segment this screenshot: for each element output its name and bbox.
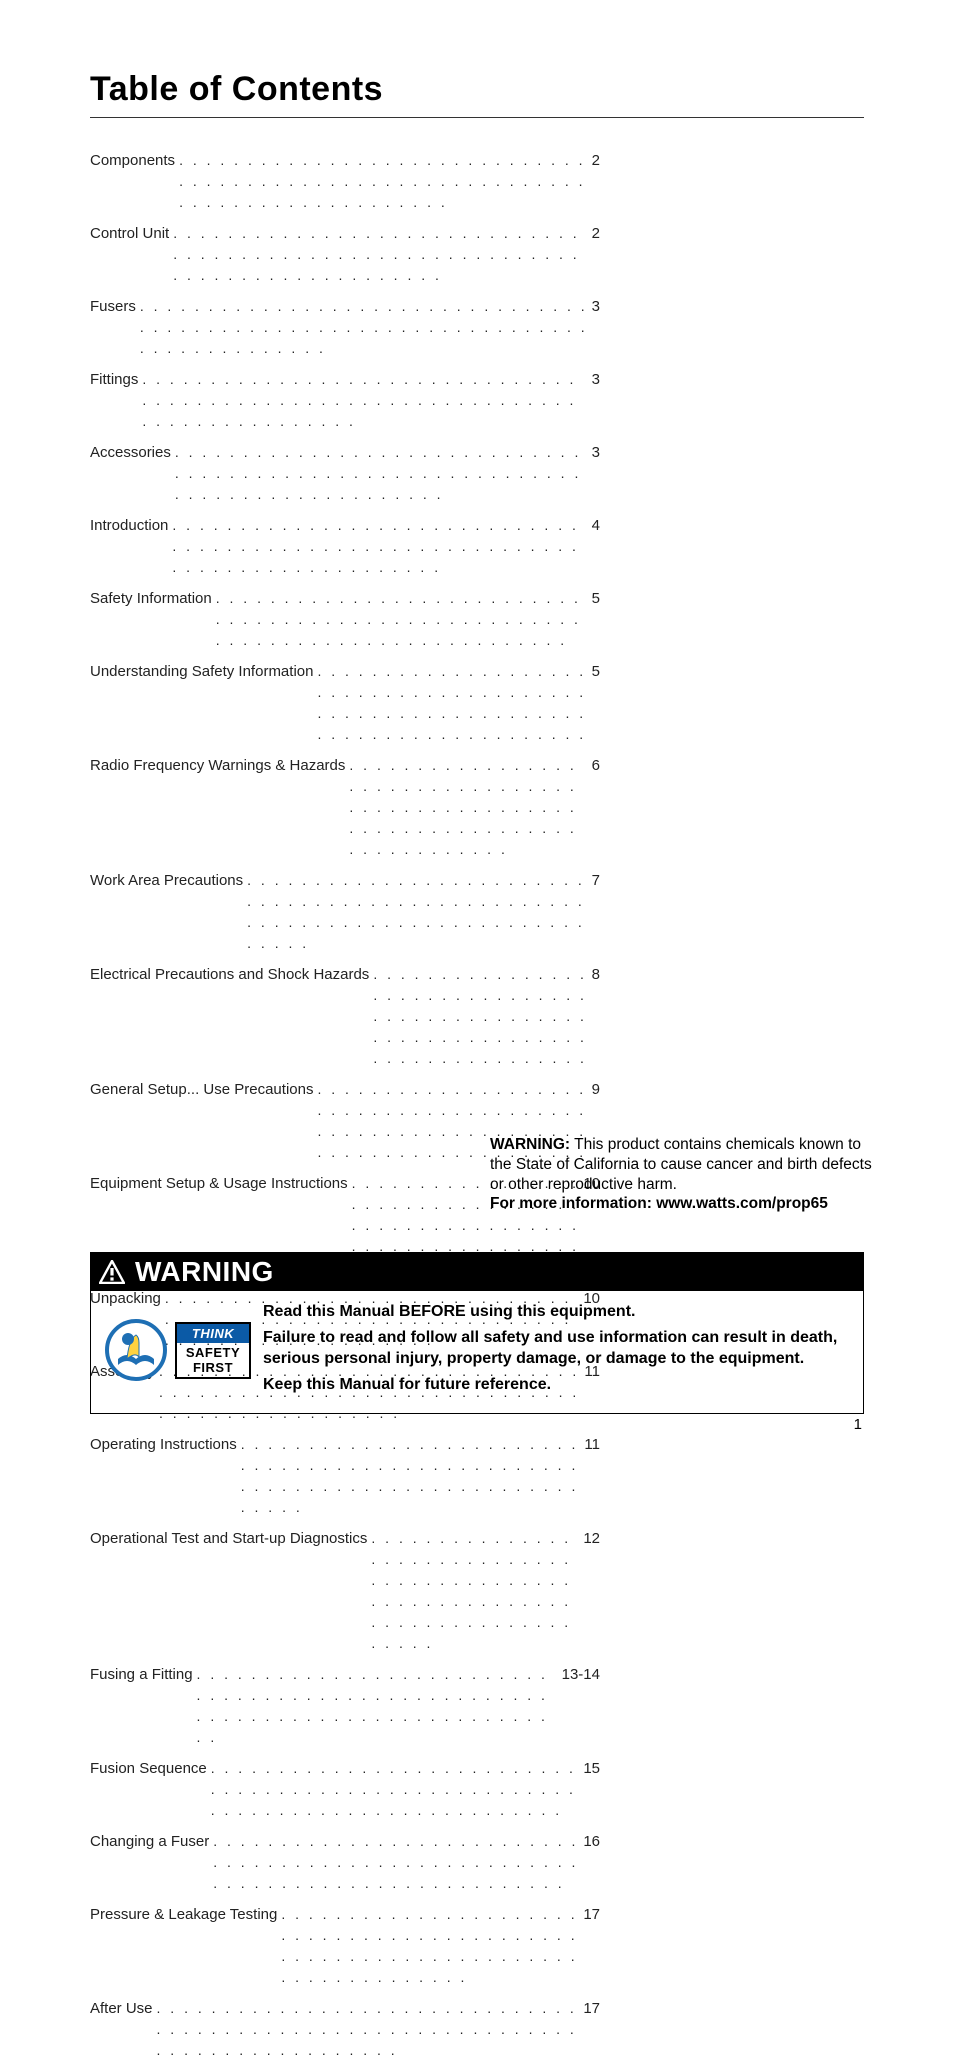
toc-label: Fusers [90, 296, 136, 317]
toc-leader-dots [213, 1831, 579, 1894]
toc-row: Fusers 3 [90, 296, 600, 359]
toc-leader-dots [140, 296, 588, 359]
toc-label: Radio Frequency Warnings & Hazards [90, 755, 345, 776]
toc-label: Equipment Setup & Usage Instructions [90, 1173, 348, 1194]
warning-triangle-icon [99, 1260, 125, 1284]
toc-label: Accessories [90, 442, 171, 463]
toc-page-number: 8 [592, 964, 600, 985]
toc-label: Components [90, 150, 175, 171]
toc-page-number: 2 [592, 223, 600, 244]
toc-label: Control Unit [90, 223, 169, 244]
think-badge-mid: SAFETY [177, 1343, 249, 1360]
prop65-lead: WARNING: [490, 1136, 570, 1153]
toc-label: Introduction [90, 515, 168, 536]
toc-leader-dots [157, 1998, 580, 2061]
toc-row: Changing a Fuser 16 [90, 1831, 600, 1894]
toc-label: After Use [90, 1998, 153, 2019]
think-badge-top: THINK [177, 1324, 249, 1343]
toc-row: Accessories 3 [90, 442, 600, 505]
toc-label: Work Area Precautions [90, 870, 243, 891]
toc-leader-dots [281, 1904, 579, 1988]
warning-panel: WARNING THINK SAFETY FIRST Read this Man… [90, 1252, 864, 1414]
toc-label: Operating Instructions [90, 1434, 237, 1455]
toc-label: Fittings [90, 369, 138, 390]
toc-label: Electrical Precautions and Shock Hazards [90, 964, 369, 985]
toc-leader-dots [317, 661, 587, 745]
toc-leader-dots [371, 1528, 579, 1654]
toc-row: Fittings 3 [90, 369, 600, 432]
toc-row: Operating Instructions 11 [90, 1434, 600, 1518]
toc-row: Safety Information 5 [90, 588, 600, 651]
toc-leader-dots [197, 1664, 558, 1748]
toc-page-number: 12 [583, 1528, 600, 1549]
toc-row: Pressure & Leakage Testing 17 [90, 1904, 600, 1988]
warning-icons: THINK SAFETY FIRST [105, 1319, 251, 1381]
warning-line3: Keep this Manual for future reference. [263, 1374, 849, 1396]
toc-page-number: 4 [592, 515, 600, 536]
toc-row: Understanding Safety Information 5 [90, 661, 600, 745]
warning-header-word: WARNING [135, 1256, 274, 1288]
toc-row: Operational Test and Start-up Diagnostic… [90, 1528, 600, 1654]
page-title: Table of Contents [90, 70, 864, 109]
toc-leader-dots [241, 1434, 581, 1518]
toc-row: After Use 17 [90, 1998, 600, 2061]
toc-page-number: 17 [583, 1998, 600, 2019]
toc-leader-dots [373, 964, 587, 1069]
toc-label: Operational Test and Start-up Diagnostic… [90, 1528, 367, 1549]
toc-row: Fusion Sequence 15 [90, 1758, 600, 1821]
page-number: 1 [854, 1416, 862, 1433]
toc-label: Fusing a Fitting [90, 1664, 193, 1685]
toc-page-number: 13-14 [562, 1664, 600, 1685]
think-safety-first-badge: THINK SAFETY FIRST [175, 1322, 251, 1379]
toc-label: Changing a Fuser [90, 1831, 209, 1852]
toc-page-number: 9 [592, 1079, 600, 1100]
prop65-notice: WARNING: This product contains chemicals… [490, 1135, 880, 1214]
toc-page-number: 3 [592, 369, 600, 390]
toc-label: General Setup... Use Precautions [90, 1079, 313, 1100]
toc-row: Components 2 [90, 150, 600, 213]
toc-page-number: 5 [592, 588, 600, 609]
toc-page-number: 3 [592, 442, 600, 463]
toc-leader-dots [211, 1758, 580, 1821]
toc-page-number: 7 [592, 870, 600, 891]
toc-leader-dots [216, 588, 588, 651]
toc-label: Fusion Sequence [90, 1758, 207, 1779]
toc-label: Safety Information [90, 588, 212, 609]
toc-row: Fusing a Fitting 13-14 [90, 1664, 600, 1748]
toc-leader-dots [172, 515, 587, 578]
toc-page-number: 3 [592, 296, 600, 317]
toc-page-number: 2 [592, 150, 600, 171]
think-badge-bot: FIRST [177, 1360, 249, 1377]
toc-leader-dots [349, 755, 587, 860]
toc-row: Electrical Precautions and Shock Hazards… [90, 964, 600, 1069]
toc-row: Radio Frequency Warnings & Hazards 6 [90, 755, 600, 860]
toc-row: Work Area Precautions 7 [90, 870, 600, 954]
warning-text: Read this Manual BEFORE using this equip… [263, 1301, 849, 1399]
toc-leader-dots [175, 442, 588, 505]
warning-body: THINK SAFETY FIRST Read this Manual BEFO… [91, 1291, 863, 1413]
toc-label: Pressure & Leakage Testing [90, 1904, 277, 1925]
toc-leader-dots [142, 369, 587, 432]
warning-line1: Read this Manual BEFORE using this equip… [263, 1301, 849, 1323]
toc-page-number: 16 [583, 1831, 600, 1852]
toc-page-number: 15 [583, 1758, 600, 1779]
table-of-contents: Components 2 Control Unit 2 Fusers 3 Fittings 3… [90, 150, 600, 2061]
toc-leader-dots [179, 150, 588, 213]
toc-page-number: 5 [592, 661, 600, 682]
toc-label: Understanding Safety Information [90, 661, 313, 682]
toc-row: Control Unit 2 [90, 223, 600, 286]
toc-page-number: 11 [584, 1434, 600, 1455]
toc-row: Introduction 4 [90, 515, 600, 578]
toc-leader-dots [247, 870, 588, 954]
prop65-more-info: For more information: www.watts.com/prop… [490, 1194, 880, 1214]
warning-header: WARNING [91, 1253, 863, 1291]
toc-page-number: 17 [583, 1904, 600, 1925]
read-manual-icon [105, 1319, 167, 1381]
toc-leader-dots [173, 223, 587, 286]
title-rule: Table of Contents [90, 70, 864, 118]
warning-line2: Failure to read and follow all safety an… [263, 1327, 849, 1370]
toc-page-number: 6 [592, 755, 600, 776]
